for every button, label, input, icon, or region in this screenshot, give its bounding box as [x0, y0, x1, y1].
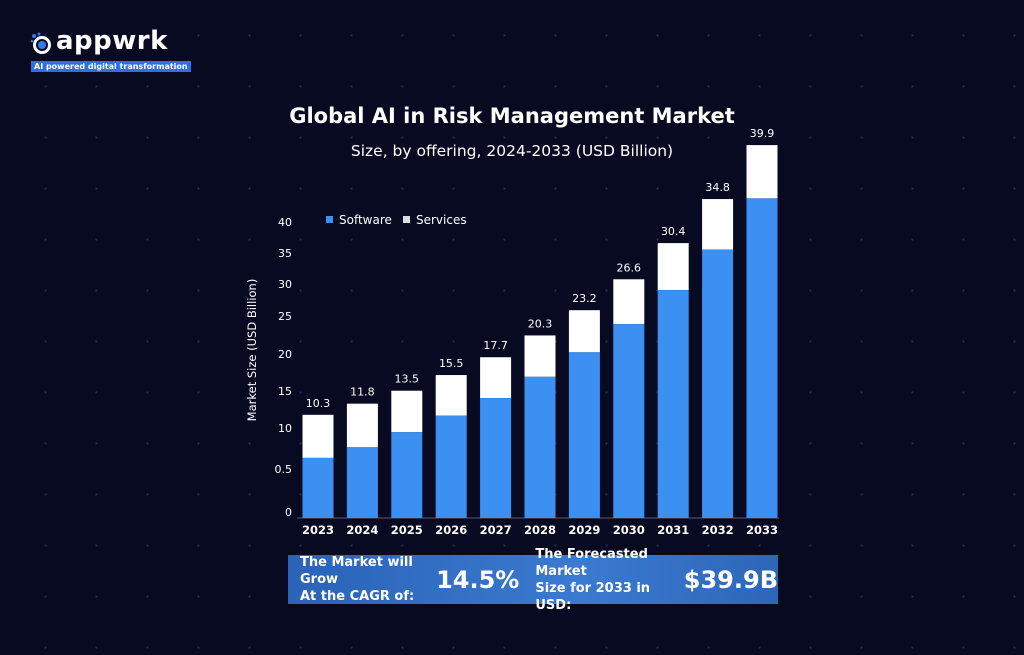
logo-tagline: AI powered digital transformation	[31, 61, 191, 72]
data-label: 17.7	[483, 339, 508, 352]
bar-software	[524, 376, 556, 518]
legend-label-services: Services	[416, 213, 467, 227]
x-tick-label: 2024	[346, 523, 378, 537]
legend-swatch-software	[326, 216, 333, 223]
y-tick-label: 0	[285, 506, 292, 519]
summary-banner: The Market will Grow At the CAGR of: 14.…	[288, 547, 778, 613]
x-tick-label: 2029	[568, 523, 600, 537]
data-label: 30.4	[661, 225, 686, 238]
bar-software	[702, 249, 734, 519]
y-tick-label: 0.5	[275, 463, 293, 476]
bar-services	[702, 199, 734, 250]
data-label: 34.8	[705, 181, 730, 194]
bar-software	[613, 324, 645, 518]
x-tick-label: 2026	[435, 523, 467, 537]
data-label: 39.9	[750, 127, 775, 140]
bar-services	[391, 390, 423, 433]
bar-services	[480, 357, 512, 399]
forecast-label-line1: The Forecasted Market	[535, 546, 648, 579]
bar-services	[435, 375, 467, 416]
bar-services	[302, 414, 334, 458]
bar-software	[302, 457, 334, 518]
data-label: 15.5	[439, 357, 464, 370]
y-tick-label: 40	[278, 216, 292, 229]
logo-mark-icon	[30, 32, 51, 54]
forecast-value: $39.9B	[683, 565, 778, 594]
y-tick-label: 10	[278, 422, 292, 435]
bar-services	[613, 279, 645, 325]
legend-label-software: Software	[339, 213, 392, 227]
data-label: 23.2	[572, 292, 597, 305]
cagr-label-line1: The Market will Grow	[300, 555, 413, 587]
x-tick-label: 2031	[657, 523, 689, 537]
y-axis-label: Market Size (USD Billion)	[245, 279, 259, 422]
x-tick-label: 2023	[302, 523, 334, 537]
bar-services	[657, 243, 689, 291]
y-tick-label: 30	[278, 278, 292, 291]
bar-software	[480, 398, 512, 518]
y-tick-label: 25	[278, 310, 292, 323]
bar-software	[435, 415, 467, 518]
x-tick-label: 2027	[480, 523, 512, 537]
forecast-label: The Forecasted Market Size for 2033 in U…	[535, 546, 667, 614]
data-label: 20.3	[528, 317, 553, 330]
logo-wordmark: appwrk	[56, 26, 168, 56]
x-tick-label: 2028	[524, 523, 556, 537]
x-tick-label: 2033	[746, 523, 778, 537]
data-label: 11.8	[350, 386, 375, 399]
data-label: 13.5	[395, 373, 420, 386]
bar-services	[746, 145, 778, 199]
bar-services	[524, 335, 556, 377]
cagr-value: 14.5%	[436, 565, 520, 594]
x-tick-label: 2030	[613, 523, 645, 537]
x-tick-label: 2032	[702, 523, 734, 537]
bar-software	[657, 290, 689, 518]
bar-services	[346, 403, 378, 448]
data-label: 10.3	[306, 397, 331, 410]
forecast-label-line2: Size for 2033 in USD:	[535, 580, 651, 613]
bar-software	[568, 352, 600, 518]
bar-services	[568, 310, 600, 353]
bar-software	[391, 432, 423, 518]
y-tick-label: 35	[278, 247, 292, 260]
data-label: 26.6	[617, 261, 642, 274]
y-tick-label: 20	[278, 348, 292, 361]
cagr-label-line2: At the CAGR of:	[300, 589, 415, 604]
bar-software	[746, 198, 778, 518]
chart-title: Global AI in Risk Management Market	[289, 104, 735, 128]
y-tick-label: 15	[278, 385, 292, 398]
bar-software	[346, 447, 378, 518]
legend-swatch-services	[403, 216, 410, 223]
chart-subtitle: Size, by offering, 2024-2033 (USD Billio…	[350, 142, 674, 160]
cagr-label: The Market will Grow At the CAGR of:	[300, 554, 422, 605]
x-tick-label: 2025	[391, 523, 423, 537]
